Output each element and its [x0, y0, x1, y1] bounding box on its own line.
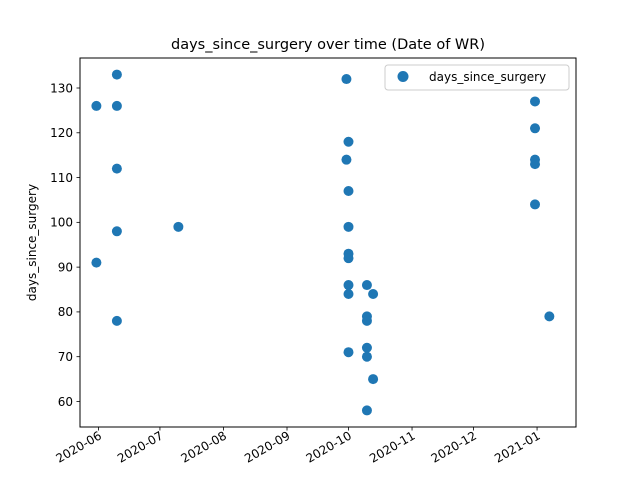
legend-box [384, 64, 570, 91]
data-point [173, 221, 184, 232]
data-point [368, 288, 379, 299]
data-point [343, 347, 354, 358]
y-tick-label: 120 [50, 126, 73, 140]
data-point [111, 69, 122, 80]
data-point [111, 100, 122, 111]
data-point [343, 253, 354, 264]
y-tick-label: 110 [50, 171, 73, 185]
data-point [368, 374, 379, 385]
y-tick-label: 130 [50, 81, 73, 95]
y-axis: 60 70 80 90 100 110 120 130 [50, 81, 80, 409]
data-points [91, 69, 555, 416]
legend-marker [397, 71, 409, 82]
legend-label: days_since_surgery [429, 70, 546, 84]
y-tick-label: 100 [50, 216, 73, 230]
data-point [343, 136, 354, 147]
data-point [343, 288, 354, 299]
data-point [341, 74, 352, 85]
data-point [361, 315, 372, 326]
data-point [341, 154, 352, 165]
data-point [111, 315, 122, 326]
y-tick-label: 80 [58, 305, 73, 319]
y-tick-label: 90 [58, 260, 73, 274]
data-point [361, 342, 372, 353]
data-point [530, 159, 541, 170]
y-tick-label: 70 [58, 350, 73, 364]
axes-frame [79, 57, 577, 428]
data-point [343, 221, 354, 232]
data-point [361, 280, 372, 291]
data-point [91, 257, 102, 268]
data-point [361, 405, 372, 416]
data-point [530, 96, 541, 107]
data-point [111, 163, 122, 174]
data-point [343, 186, 354, 197]
data-point [530, 123, 541, 134]
data-point [111, 226, 122, 237]
y-tick-label: 60 [58, 395, 73, 409]
plot-area [79, 57, 577, 428]
data-point [361, 351, 372, 362]
data-point [343, 280, 354, 291]
y-axis-label: days_since_surgery [25, 184, 39, 301]
data-point [544, 311, 555, 322]
chart-title: days_since_surgery over time (Date of WR… [171, 37, 485, 53]
data-point [91, 100, 102, 111]
legend: days_since_surgery [384, 64, 570, 91]
data-point [530, 199, 541, 210]
